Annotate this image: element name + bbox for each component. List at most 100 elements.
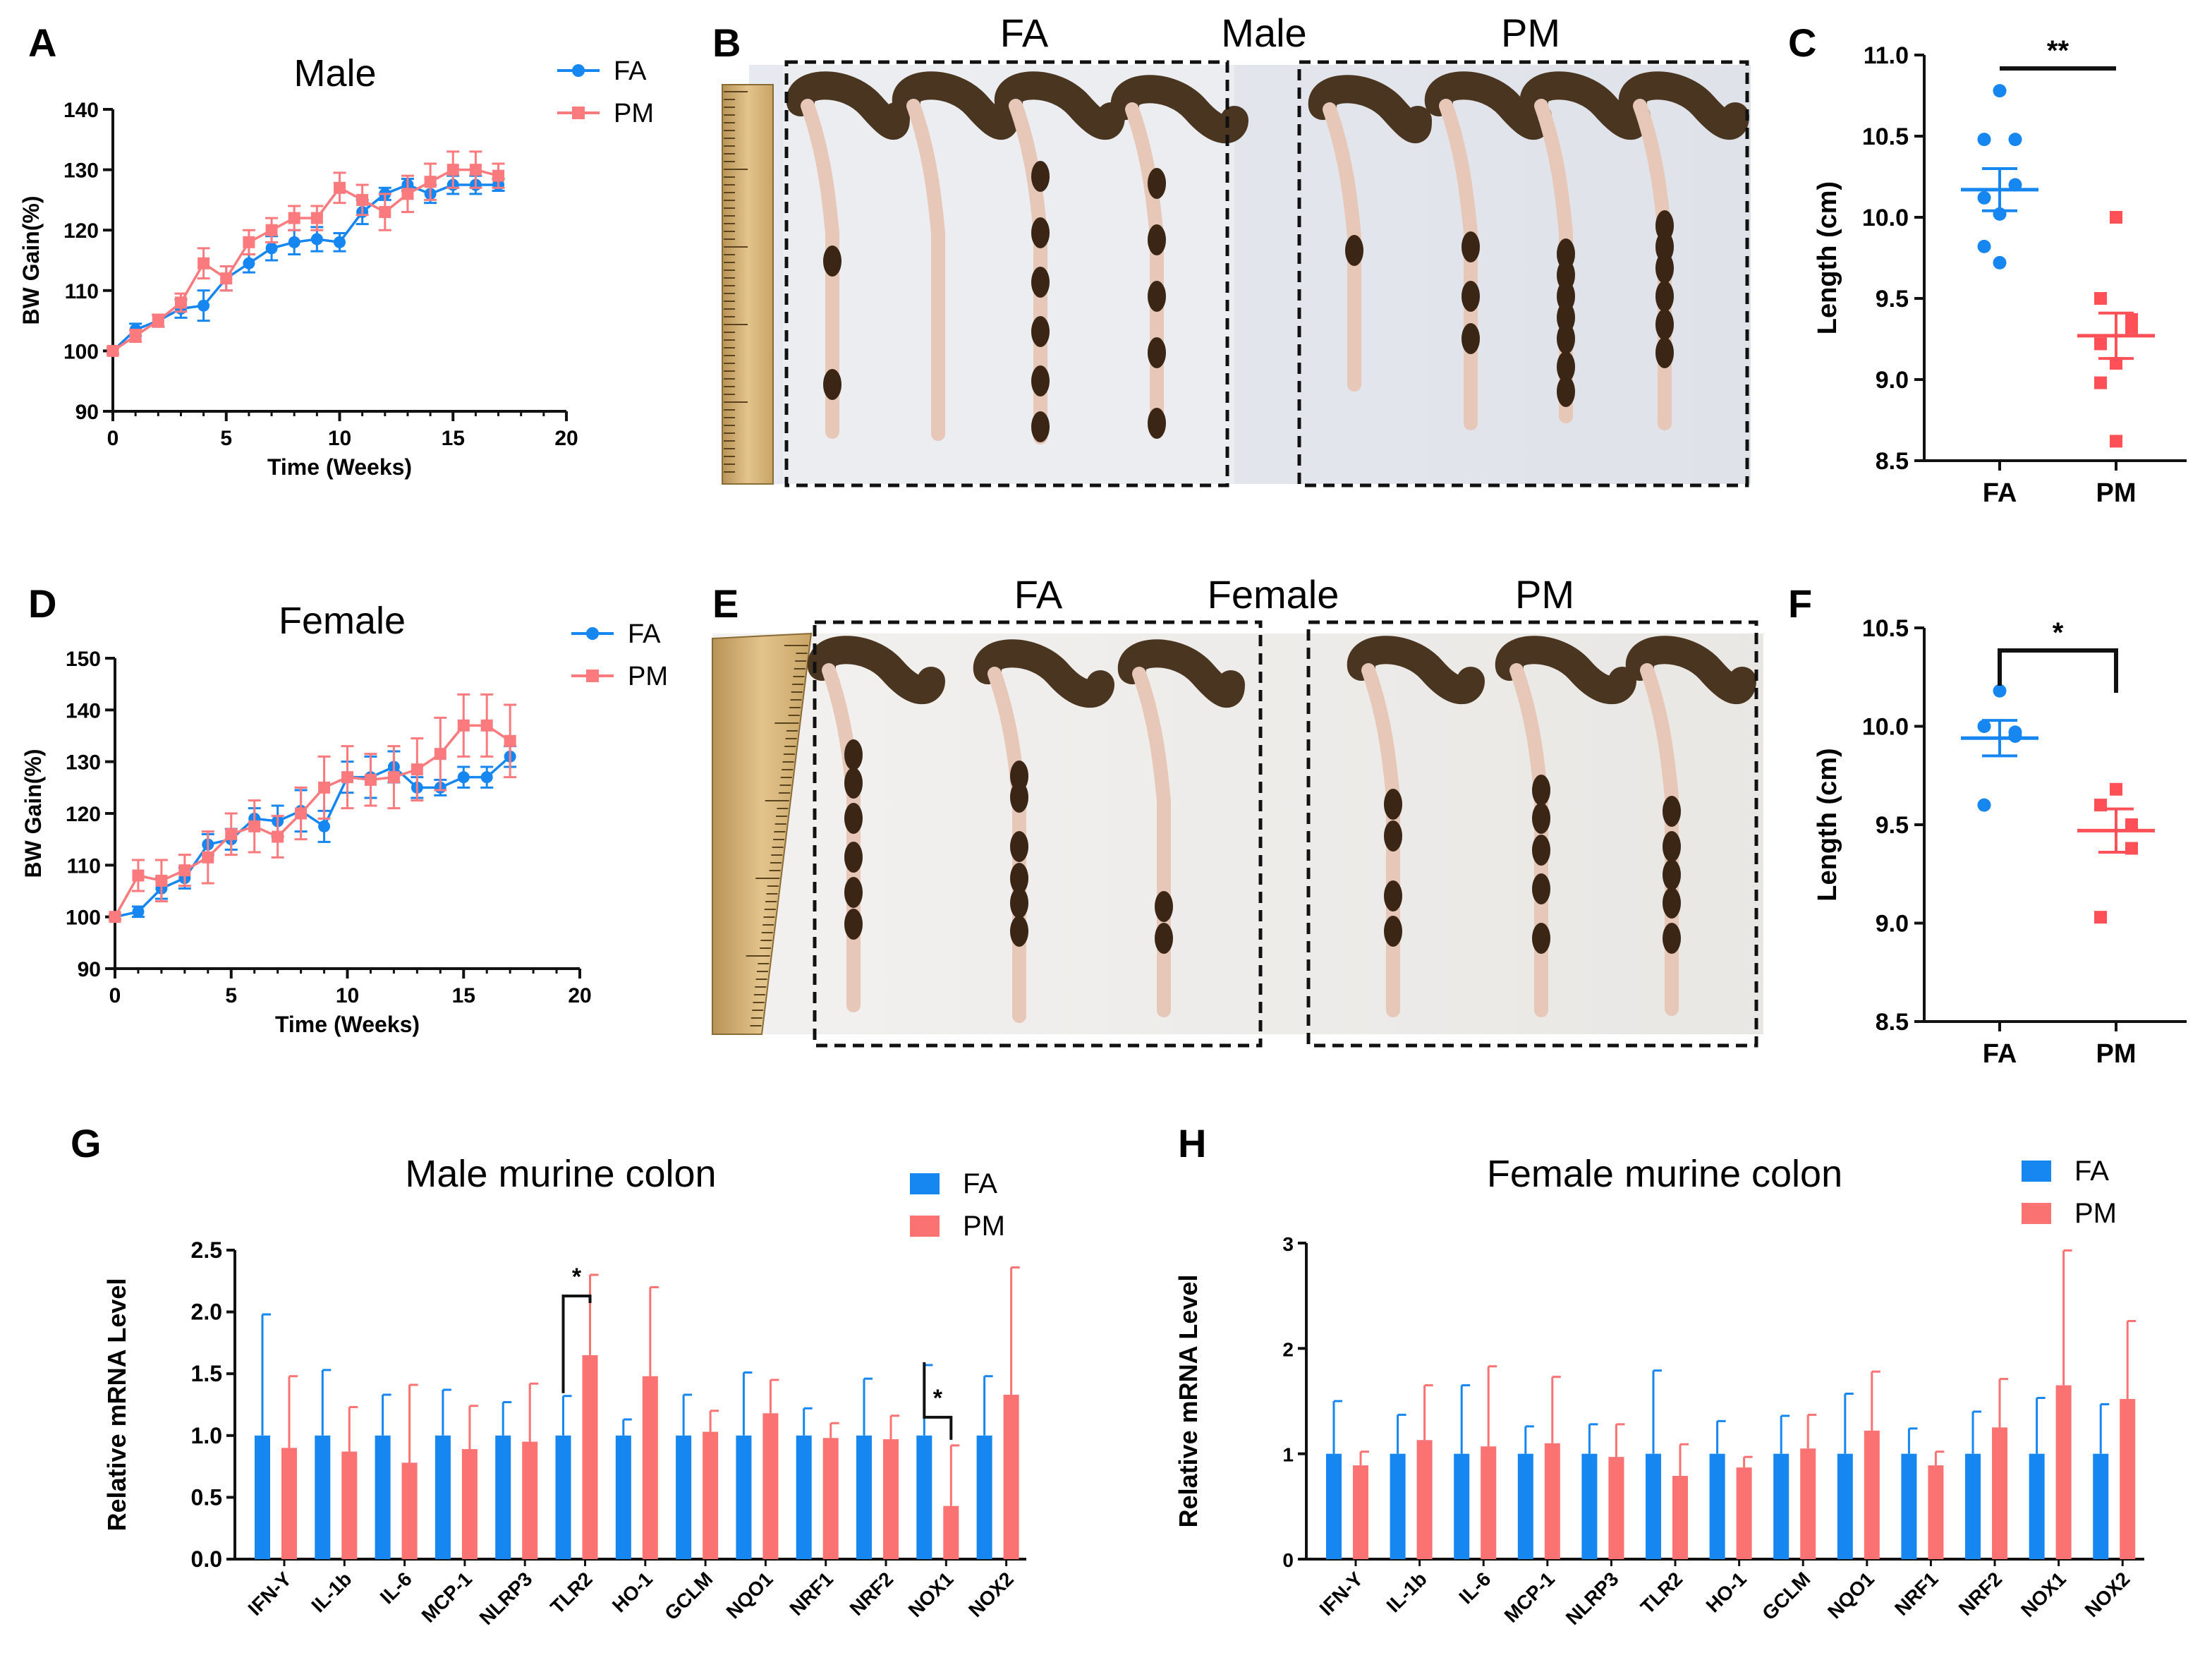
x-tick-label: IL-1b [1382,1568,1431,1616]
bar-fa [676,1435,692,1559]
fecal-pellet [844,877,863,908]
y-tick-label: 90 [75,401,99,424]
data-point-pm [295,807,308,820]
x-tick-label: PM [2096,478,2137,508]
data-point-pm [220,272,233,285]
panel-letter-f: F [1788,581,1812,626]
legend-label-pm: PM [2074,1198,2117,1229]
panel-a-title: Male [293,52,376,95]
y-tick-label: 110 [67,854,101,878]
significance-bracket [923,1362,953,1440]
x-tick-label: NQO1 [1823,1568,1878,1623]
colon-specimen [1117,639,1245,1017]
panel-e-group-pm: PM [1515,572,1574,617]
x-tick-label: 15 [442,427,465,450]
x-tick-label: IL-1b [307,1568,356,1616]
x-tick-label: FA [1983,1039,2017,1069]
bar-pm [1736,1467,1752,1559]
colon-tube [906,99,945,441]
bar-pm [401,1462,418,1559]
bar-fa [2029,1453,2045,1559]
chart-a-body-weight-male: 90 100 110 120 130 140 0 5 10 15 20 Time (Weeks) BW … [18,56,654,480]
fecal-pellet [1155,891,1173,922]
data-point-pm [2110,357,2122,370]
y-tick-label: 130 [66,751,101,775]
series-line-pm [112,168,499,352]
x-tick-label: 20 [554,427,578,450]
x-tick-label: IL-6 [1454,1568,1495,1608]
data-point-fa [480,771,493,784]
bar-pm [883,1439,899,1559]
fecal-pellet [844,803,863,834]
fecal-pellet [1148,224,1166,255]
data-point-pm [288,212,300,224]
chart-d-body-weight-female: 90 100 110 120 130 140 150 0 5 10 15 20 Time (Weeks)… [20,619,668,1037]
legend-label-fa: FA [963,1168,997,1199]
bar-fa [615,1435,631,1559]
fecal-pellet [1148,408,1166,439]
fecal-pellet [1663,796,1681,827]
data-point-fa [334,236,346,248]
bar-pm [2055,1385,2072,1559]
bar-fa [375,1435,391,1559]
x-tick-label: NOX2 [2081,1568,2134,1621]
bar-fa [555,1435,571,1559]
x-tick-label: 20 [568,984,591,1007]
data-point-fa [132,905,145,918]
data-point-pm [2094,292,2107,305]
bar-fa [255,1435,270,1559]
significance-bracket [561,1295,592,1393]
colon-cecum [1110,75,1248,144]
fecal-pellet [1557,376,1575,407]
data-point-pm [109,911,121,923]
data-point-pm [469,164,482,176]
x-tick-label: NRF1 [1890,1568,1943,1620]
y-axis-label: Length (cm) [1813,181,1842,334]
fecal-pellet [1384,880,1402,911]
colon-tube [1534,99,1573,423]
colon-specimen [1110,75,1248,439]
y-tick-label: 120 [66,803,101,826]
panel-letter-e: E [712,581,739,626]
legend-label-pm: PM [628,662,668,691]
fecal-pellet [1532,923,1550,954]
data-point-fa [1977,190,1991,205]
legend-label-fa: FA [614,56,647,86]
y-tick-label: 2.5 [191,1237,222,1263]
y-tick-label: 140 [66,699,101,722]
colon-cecum [892,71,1019,140]
colon-specimen [1618,71,1749,430]
bar-fa [1965,1453,1981,1559]
fecal-pellet [1462,323,1480,354]
legend-label-pm: PM [963,1211,1005,1242]
bar-pm [1481,1446,1497,1559]
fecal-pellet [1148,168,1166,199]
colon-specimen [1308,75,1432,392]
y-tick-label: 1.5 [191,1361,222,1386]
bar-fa [495,1435,511,1559]
fecal-pellet [1655,281,1674,312]
legend-swatch-fa [2022,1161,2051,1182]
data-point-pm [132,869,145,882]
fecal-pellet [1031,161,1050,192]
x-tick-label: MCP-1 [418,1568,477,1627]
data-point-pm [318,781,331,794]
x-tick-label: NOX1 [2017,1568,2070,1621]
fecal-pellet [1031,411,1050,442]
panel-d-title: Female [279,600,406,642]
fecal-pellet [844,909,863,940]
bar-pm [281,1448,297,1559]
panel-b-pm-box [1297,60,1749,487]
panel-letter-c: C [1788,20,1816,65]
colon-cecum [1424,71,1552,140]
panel-e-sex-label: Female [1208,572,1339,617]
fecal-pellet [1663,831,1681,862]
y-axis-label: BW Gain(%) [18,195,44,325]
data-point-pm [2110,782,2122,796]
data-point-pm [411,763,423,776]
x-tick-label: PM [2096,1039,2137,1069]
bar-pm [1353,1465,1368,1559]
data-point-fa [265,242,278,255]
fecal-pellet [1655,253,1674,284]
data-point-fa [1993,255,2007,269]
